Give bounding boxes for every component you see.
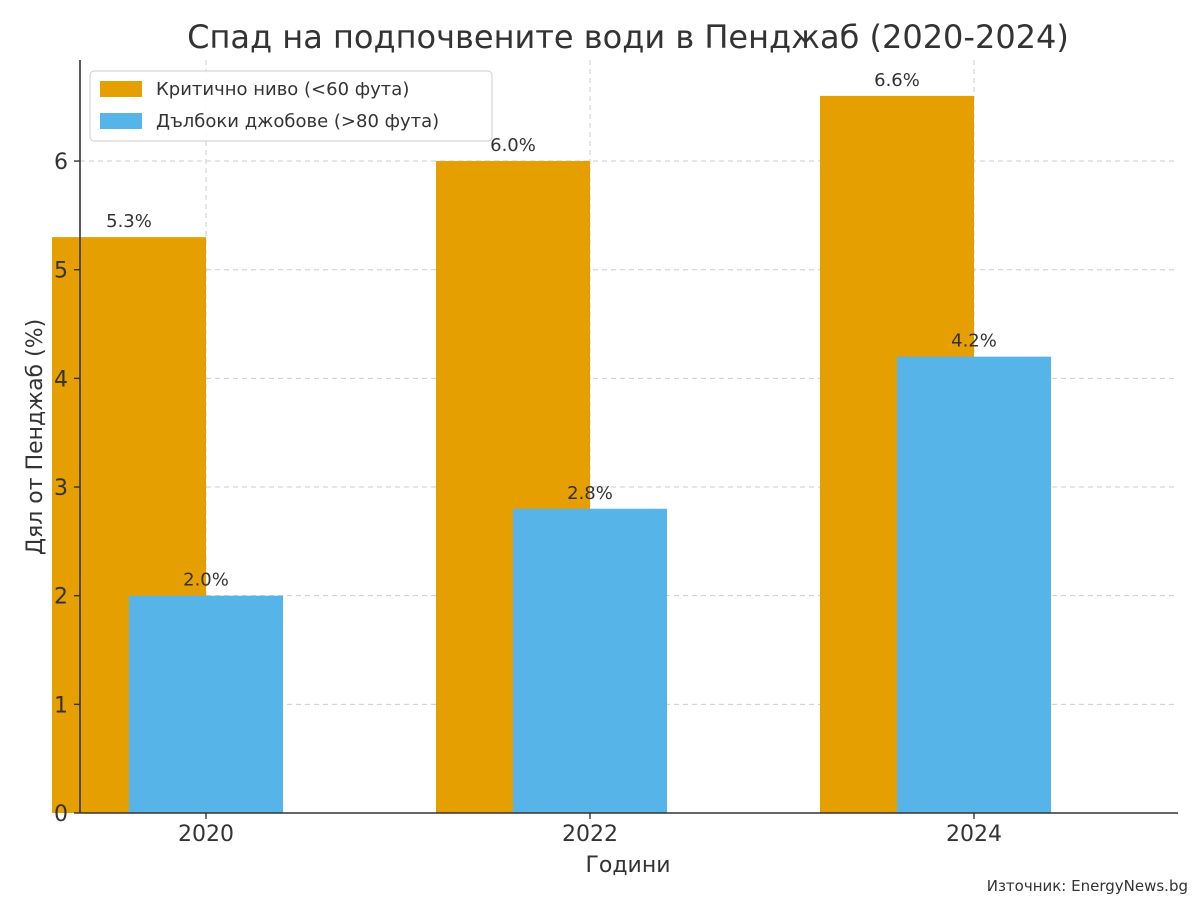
chart-title: Спад на подпочвените води в Пенджаб (202… [187, 18, 1069, 56]
legend-label-critical-level: Критично ниво (<60 фута) [156, 79, 409, 100]
legend-frame [89, 70, 493, 142]
data-label-critical-level-2020: 5.3% [106, 211, 152, 232]
y-tick-label: 6 [54, 150, 68, 175]
y-tick-label: 4 [54, 367, 68, 392]
source-note: Източник: EnergyNews.bg [987, 877, 1188, 895]
bar-deep-pockets-2024 [897, 356, 1051, 813]
data-label-deep-pockets-2024: 4.2% [951, 331, 997, 352]
legend-swatch-critical-level [100, 81, 142, 97]
bar-deep-pockets-2022 [513, 508, 667, 813]
y-axis-label: Дял от Пенджаб (%) [23, 319, 48, 555]
bars-layer [52, 95, 1051, 814]
data-label-critical-level-2024: 6.6% [874, 70, 920, 91]
y-ticks-layer: 0 1 2 3 4 5 6 [54, 150, 80, 827]
bar-deep-pockets-2020 [129, 595, 283, 813]
x-tick-label-2020: 2020 [178, 822, 234, 847]
x-axis-label: Години [585, 853, 670, 878]
data-label-critical-level-2022: 6.0% [490, 135, 536, 156]
y-tick-label: 2 [54, 585, 68, 610]
y-tick-label: 0 [54, 802, 68, 827]
data-label-deep-pockets-2020: 2.0% [183, 570, 229, 591]
y-tick-label: 5 [54, 259, 68, 284]
legend-swatch-deep-pockets [100, 113, 142, 129]
y-tick-label: 1 [54, 693, 68, 718]
x-tick-label-2022: 2022 [562, 822, 618, 847]
x-ticks-layer: 2020 2022 2024 [178, 813, 1002, 847]
legend-label-deep-pockets: Дълбоки джобове (>80 фута) [156, 111, 439, 132]
data-label-deep-pockets-2022: 2.8% [567, 483, 613, 504]
x-tick-label-2024: 2024 [946, 822, 1002, 847]
y-tick-label: 3 [54, 476, 68, 501]
data-labels-layer: 5.3% 6.0% 6.6% 2.0% 2.8% 4.2% [106, 70, 997, 591]
legend: Критично ниво (<60 фута) Дълбоки джобове… [89, 70, 493, 142]
